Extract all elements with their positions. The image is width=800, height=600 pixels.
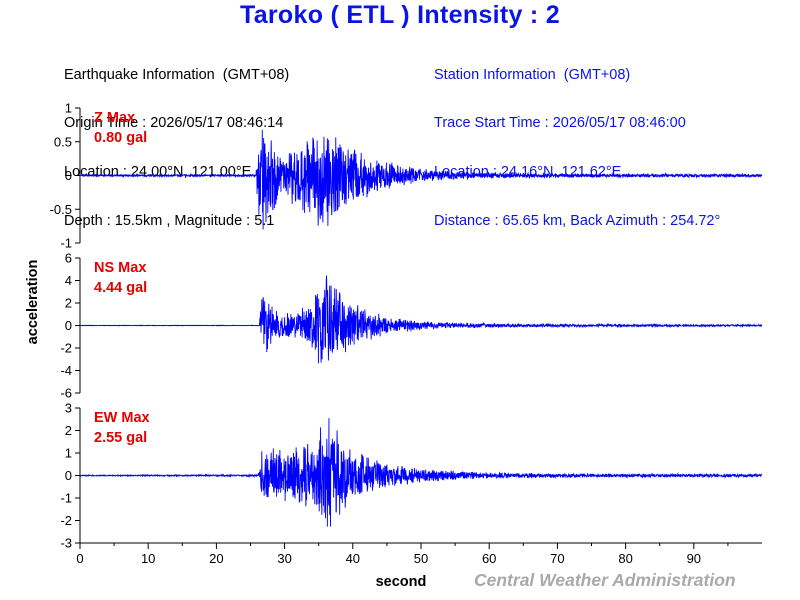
y-tick-label: 4 <box>65 273 72 288</box>
component-max-ns: 4.44 gal <box>94 280 147 296</box>
station-info-heading: Station Information (GMT+08) <box>434 66 631 83</box>
x-tick-label: 50 <box>414 551 428 566</box>
y-tick-label: -0.5 <box>50 202 72 217</box>
panel-ns: 6 4 2 0 -2 -4 -6 NS Max 4.44 gal <box>60 251 763 401</box>
waveform-z <box>79 129 763 230</box>
depth-magnitude: Depth : 15.5km , Magnitude : 5.1 <box>64 213 275 230</box>
component-max-ew: 2.55 gal <box>94 430 147 446</box>
distance-azimuth: Distance : 65.65 km, Back Azimuth : 254.… <box>434 213 721 230</box>
component-label-ns: NS Max <box>94 260 146 276</box>
x-tick-label: 20 <box>209 551 223 566</box>
earthquake-info: Earthquake Information (GMT+08) Origin T… <box>64 34 289 246</box>
x-tick-label: 10 <box>141 551 155 566</box>
y-tick-label: 2 <box>65 423 72 438</box>
y-tick-label: 3 <box>65 401 72 416</box>
y-tick-label: 0 <box>65 468 72 483</box>
panel-ew: 3 2 1 0 -1 -2 -3 EW Max 2.55 gal <box>60 401 763 551</box>
y-tick-label: 1 <box>65 446 72 461</box>
component-label-z: Z Max <box>94 110 135 126</box>
y-tick-label: -2 <box>60 341 72 356</box>
y-tick-label: -1 <box>60 236 72 251</box>
component-label-ew: EW Max <box>94 410 150 426</box>
y-tick-label: 2 <box>65 296 72 311</box>
panel-z: 1 0.5 0 -0.5 -1 Z Max 0.80 gal <box>50 101 763 251</box>
x-tick-label: 30 <box>277 551 291 566</box>
earthquake-info-heading: Earthquake Information (GMT+08) <box>64 66 290 83</box>
y-tick-label: -4 <box>60 363 72 378</box>
x-tick-label: 70 <box>550 551 564 566</box>
y-tick-label: -6 <box>60 386 72 401</box>
origin-time: Origin Time : 2026/05/17 08:46:14 <box>64 115 284 132</box>
y-tick-label: 0.5 <box>54 134 72 149</box>
y-tick-label: -3 <box>60 536 72 551</box>
y-tick-label: 0 <box>65 318 72 333</box>
y-tick-label: -2 <box>60 513 72 528</box>
y-tick-label: -1 <box>60 491 72 506</box>
x-tick-label: 60 <box>482 551 496 566</box>
y-tick-label: 6 <box>65 251 72 266</box>
x-tick-label: 80 <box>618 551 632 566</box>
y-axis-label: acceleration <box>25 260 41 345</box>
x-tick-label: 40 <box>346 551 360 566</box>
watermark: Central Weather Administration <box>474 570 736 590</box>
component-max-z: 0.80 gal <box>94 130 147 146</box>
x-tick-label: 0 <box>76 551 83 566</box>
x-axis-label: second <box>376 574 427 590</box>
chart-title: Taroko ( ETL ) Intensity : 2 <box>239 1 560 29</box>
waveform-ns <box>79 275 763 364</box>
y-tick-label: 1 <box>65 101 72 116</box>
trace-start-time: Trace Start Time : 2026/05/17 08:46:00 <box>434 115 686 132</box>
y-tick-label: 0 <box>65 168 72 183</box>
x-tick-label: 90 <box>687 551 701 566</box>
waveform-ew <box>79 418 763 527</box>
